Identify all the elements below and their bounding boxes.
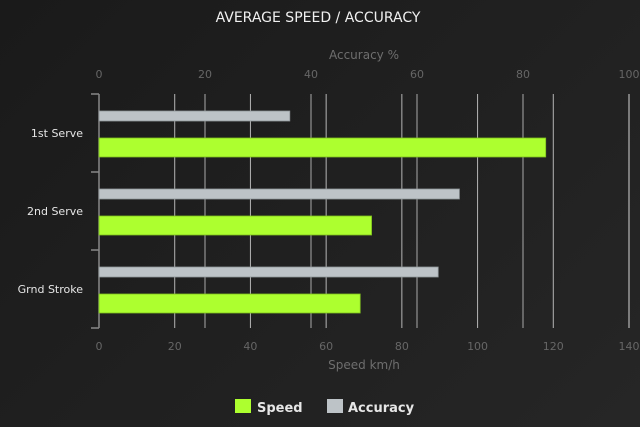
bottom-tick-label: 100 <box>467 340 488 353</box>
bottom-tick-label: 0 <box>96 340 103 353</box>
chart-title: AVERAGE SPEED / ACCURACY <box>216 10 421 26</box>
legend-label-speed[interactable]: Speed <box>257 401 303 416</box>
bottom-tick-label: 40 <box>243 340 257 353</box>
bar-speed <box>98 137 547 158</box>
category-label: 1st Serve <box>31 127 83 140</box>
legend-swatch-speed <box>235 399 251 413</box>
top-tick-label: 60 <box>410 68 424 81</box>
bottom-tick-label: 80 <box>395 340 409 353</box>
bottom-tick-label: 140 <box>619 340 640 353</box>
top-tick-label: 0 <box>96 68 103 81</box>
bar-speed <box>98 293 361 314</box>
top-tick-label: 100 <box>619 68 640 81</box>
bar-speed <box>98 215 372 236</box>
bar-accuracy <box>98 266 439 278</box>
category-label: 2nd Serve <box>27 205 83 218</box>
bottom-tick-label: 120 <box>543 340 564 353</box>
bar-accuracy <box>98 188 460 200</box>
legend: Speed Accuracy <box>235 399 415 416</box>
legend-label-accuracy[interactable]: Accuracy <box>348 401 415 416</box>
top-tick-label: 20 <box>198 68 212 81</box>
bar-accuracy <box>98 110 291 122</box>
bottom-tick-label: 20 <box>168 340 182 353</box>
bottom-tick-label: 60 <box>319 340 333 353</box>
legend-swatch-accuracy <box>327 399 343 413</box>
top-axis-title: Accuracy % <box>329 48 399 62</box>
top-tick-label: 40 <box>304 68 318 81</box>
top-tick-label: 80 <box>516 68 530 81</box>
bottom-axis-title: Speed km/h <box>328 358 400 372</box>
category-label: Grnd Stroke <box>18 283 84 296</box>
